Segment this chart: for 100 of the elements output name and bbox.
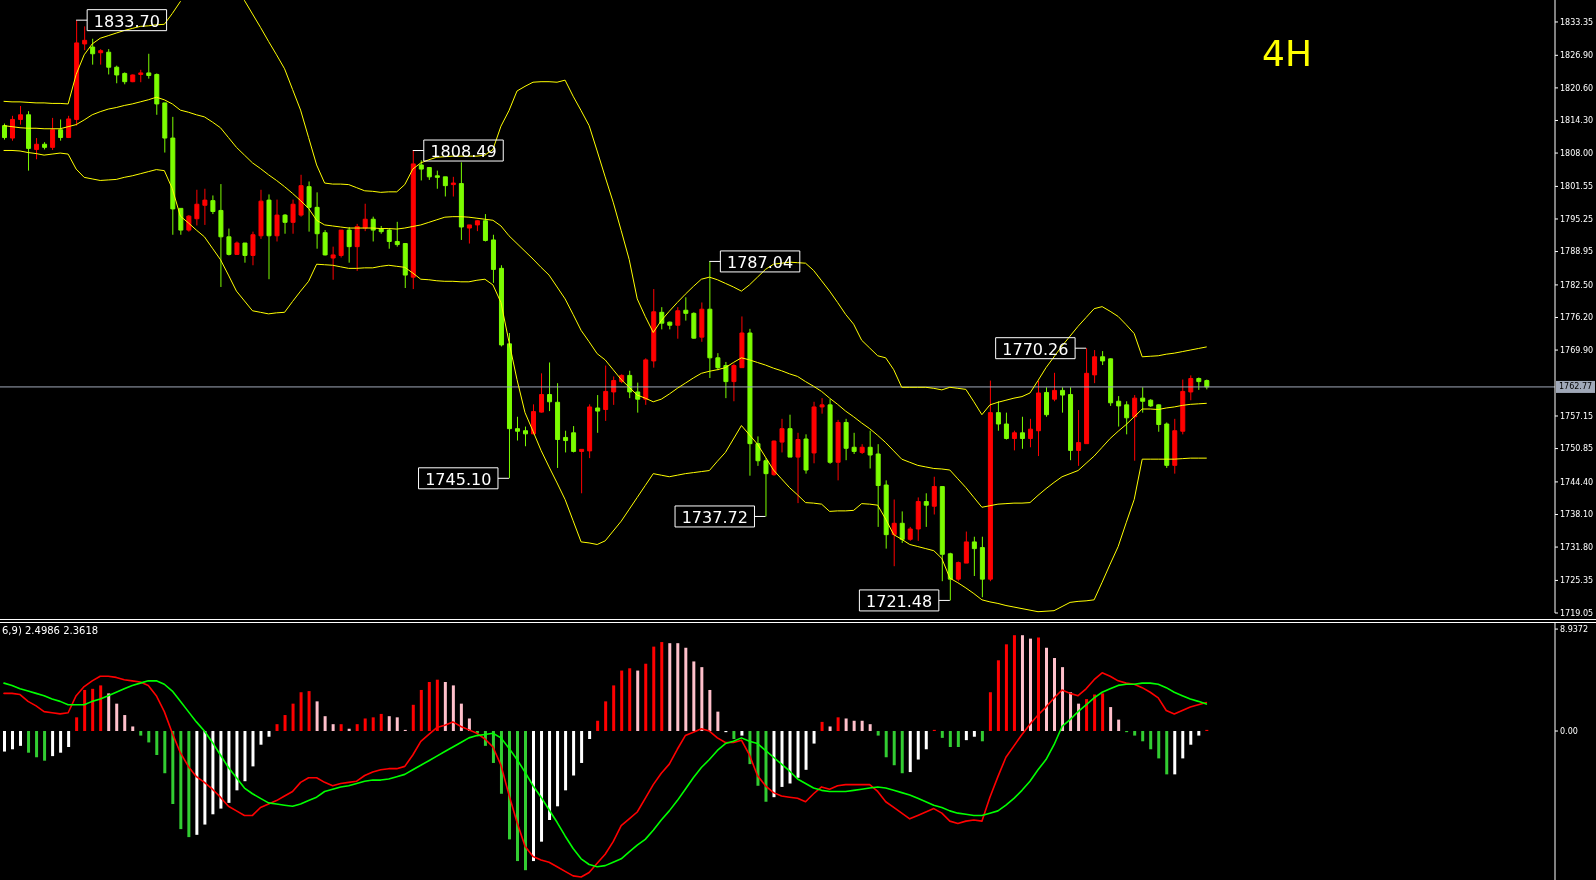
bar	[115, 703, 119, 732]
candlestick	[234, 240, 240, 256]
candlestick	[162, 102, 168, 154]
bar	[804, 731, 808, 770]
bar	[980, 731, 984, 742]
bar	[956, 731, 960, 747]
y-tick-label: 1801.55	[1560, 182, 1594, 192]
candlestick	[555, 382, 561, 469]
bar	[1061, 667, 1065, 732]
bar	[435, 679, 439, 732]
candlestick	[74, 19, 80, 127]
y-tick-label: 1738.10	[1560, 510, 1594, 520]
bar	[243, 731, 247, 782]
candlestick	[378, 225, 384, 235]
candlestick	[10, 115, 16, 142]
y-tick-label: 1757.15	[1560, 411, 1594, 421]
bar	[996, 660, 1000, 732]
candlestick	[362, 203, 368, 232]
bar	[1133, 731, 1137, 736]
bar	[860, 720, 864, 732]
bar	[756, 731, 760, 786]
bar	[515, 731, 519, 862]
candlestick	[90, 38, 96, 66]
bar	[179, 731, 183, 830]
y-tick-label: 1788.95	[1560, 247, 1594, 257]
bar	[91, 688, 95, 732]
candlestick	[506, 332, 512, 479]
candlestick	[306, 181, 312, 233]
bar	[99, 685, 103, 732]
candlestick	[883, 479, 889, 550]
candlestick	[322, 229, 328, 256]
bar	[988, 692, 992, 732]
bar	[235, 731, 239, 791]
bar	[588, 731, 592, 740]
candlestick	[250, 231, 256, 266]
bar	[51, 731, 55, 757]
candlestick	[418, 159, 424, 181]
bar	[299, 692, 303, 732]
bar	[1157, 731, 1161, 759]
candlestick	[514, 416, 520, 442]
bar	[451, 685, 455, 732]
bar	[1085, 699, 1089, 732]
bar	[323, 716, 327, 732]
bar	[275, 724, 279, 732]
candlestick	[386, 228, 392, 250]
candlestick	[587, 403, 593, 459]
candlestick	[963, 531, 969, 564]
candlestick	[787, 414, 793, 458]
candlestick	[66, 115, 72, 139]
bar	[732, 731, 736, 740]
candlestick	[442, 176, 448, 197]
bar	[644, 663, 648, 732]
bar	[1189, 731, 1193, 745]
bar	[660, 642, 664, 732]
candlestick	[851, 432, 857, 455]
bar	[788, 731, 792, 784]
bar	[83, 689, 87, 732]
bar	[371, 717, 375, 732]
candlestick	[811, 401, 817, 464]
bar	[532, 731, 536, 862]
candlestick	[571, 425, 577, 453]
candlestick	[667, 321, 673, 330]
bar	[27, 731, 31, 753]
candlestick	[915, 496, 921, 542]
candlestick	[218, 183, 224, 288]
candlestick	[1156, 403, 1162, 433]
bar	[107, 693, 111, 732]
candlestick	[1100, 350, 1106, 366]
bar	[828, 726, 832, 732]
candlestick	[723, 361, 729, 399]
y-tick-label: 8.9372	[1560, 624, 1588, 634]
bar	[1141, 731, 1145, 742]
bar	[636, 670, 640, 732]
candlestick	[1044, 386, 1050, 418]
candlestick	[651, 288, 657, 369]
bar	[1181, 731, 1185, 759]
candlestick	[835, 419, 841, 481]
candlestick	[1060, 386, 1066, 414]
bar	[964, 731, 968, 741]
bar	[123, 715, 127, 732]
bar	[708, 689, 712, 732]
y-tick-label: 1826.90	[1560, 51, 1594, 61]
candlestick	[683, 296, 689, 322]
candlestick	[1027, 418, 1033, 448]
bar	[75, 717, 79, 732]
bar	[548, 731, 552, 820]
bar	[676, 643, 680, 732]
bar	[740, 731, 744, 736]
candlestick	[899, 510, 905, 544]
candlestick	[50, 117, 56, 151]
candlestick	[1172, 418, 1178, 475]
bar	[1053, 658, 1057, 732]
y-tick-label: 1744.40	[1560, 477, 1594, 487]
candlestick	[82, 25, 88, 51]
bar	[524, 731, 528, 871]
candlestick	[26, 110, 32, 172]
bar	[612, 685, 616, 732]
candlestick	[98, 48, 104, 66]
candlestick	[867, 430, 873, 469]
candlestick	[466, 224, 472, 245]
